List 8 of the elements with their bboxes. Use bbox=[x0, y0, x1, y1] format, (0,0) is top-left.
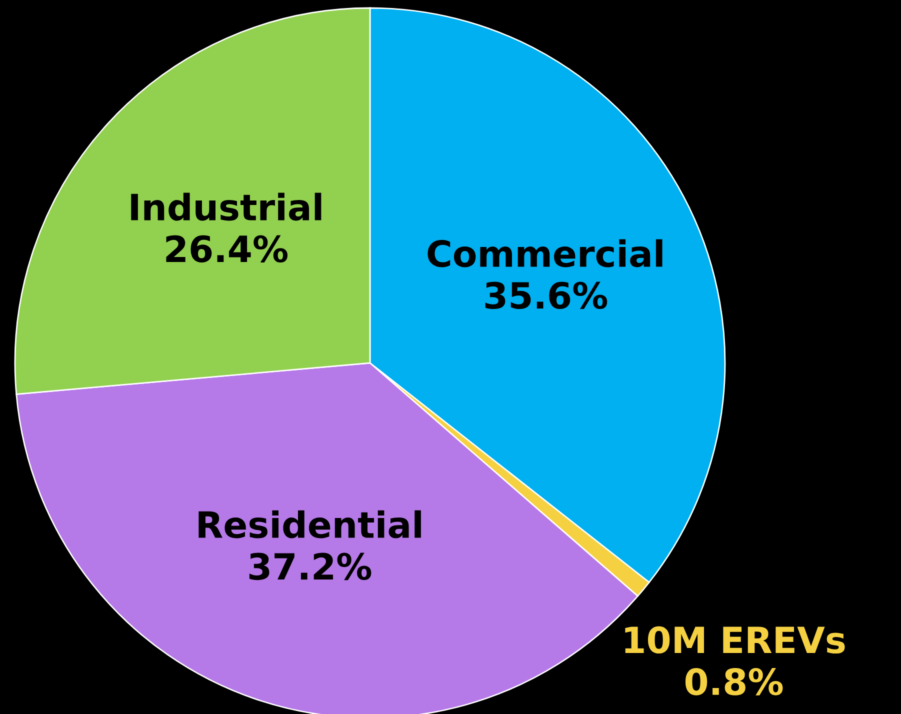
slice-label: 10M EREVs bbox=[625, 626, 845, 654]
data-label: 35.6% bbox=[485, 282, 608, 310]
data-label: 0.8% bbox=[685, 668, 783, 696]
data-label: 37.2% bbox=[249, 552, 372, 580]
data-label: 26.4% bbox=[166, 235, 288, 263]
slice-label: Industrial bbox=[131, 192, 322, 221]
slice-label: Commercial bbox=[428, 239, 662, 268]
slice-label: Residential bbox=[198, 510, 421, 538]
